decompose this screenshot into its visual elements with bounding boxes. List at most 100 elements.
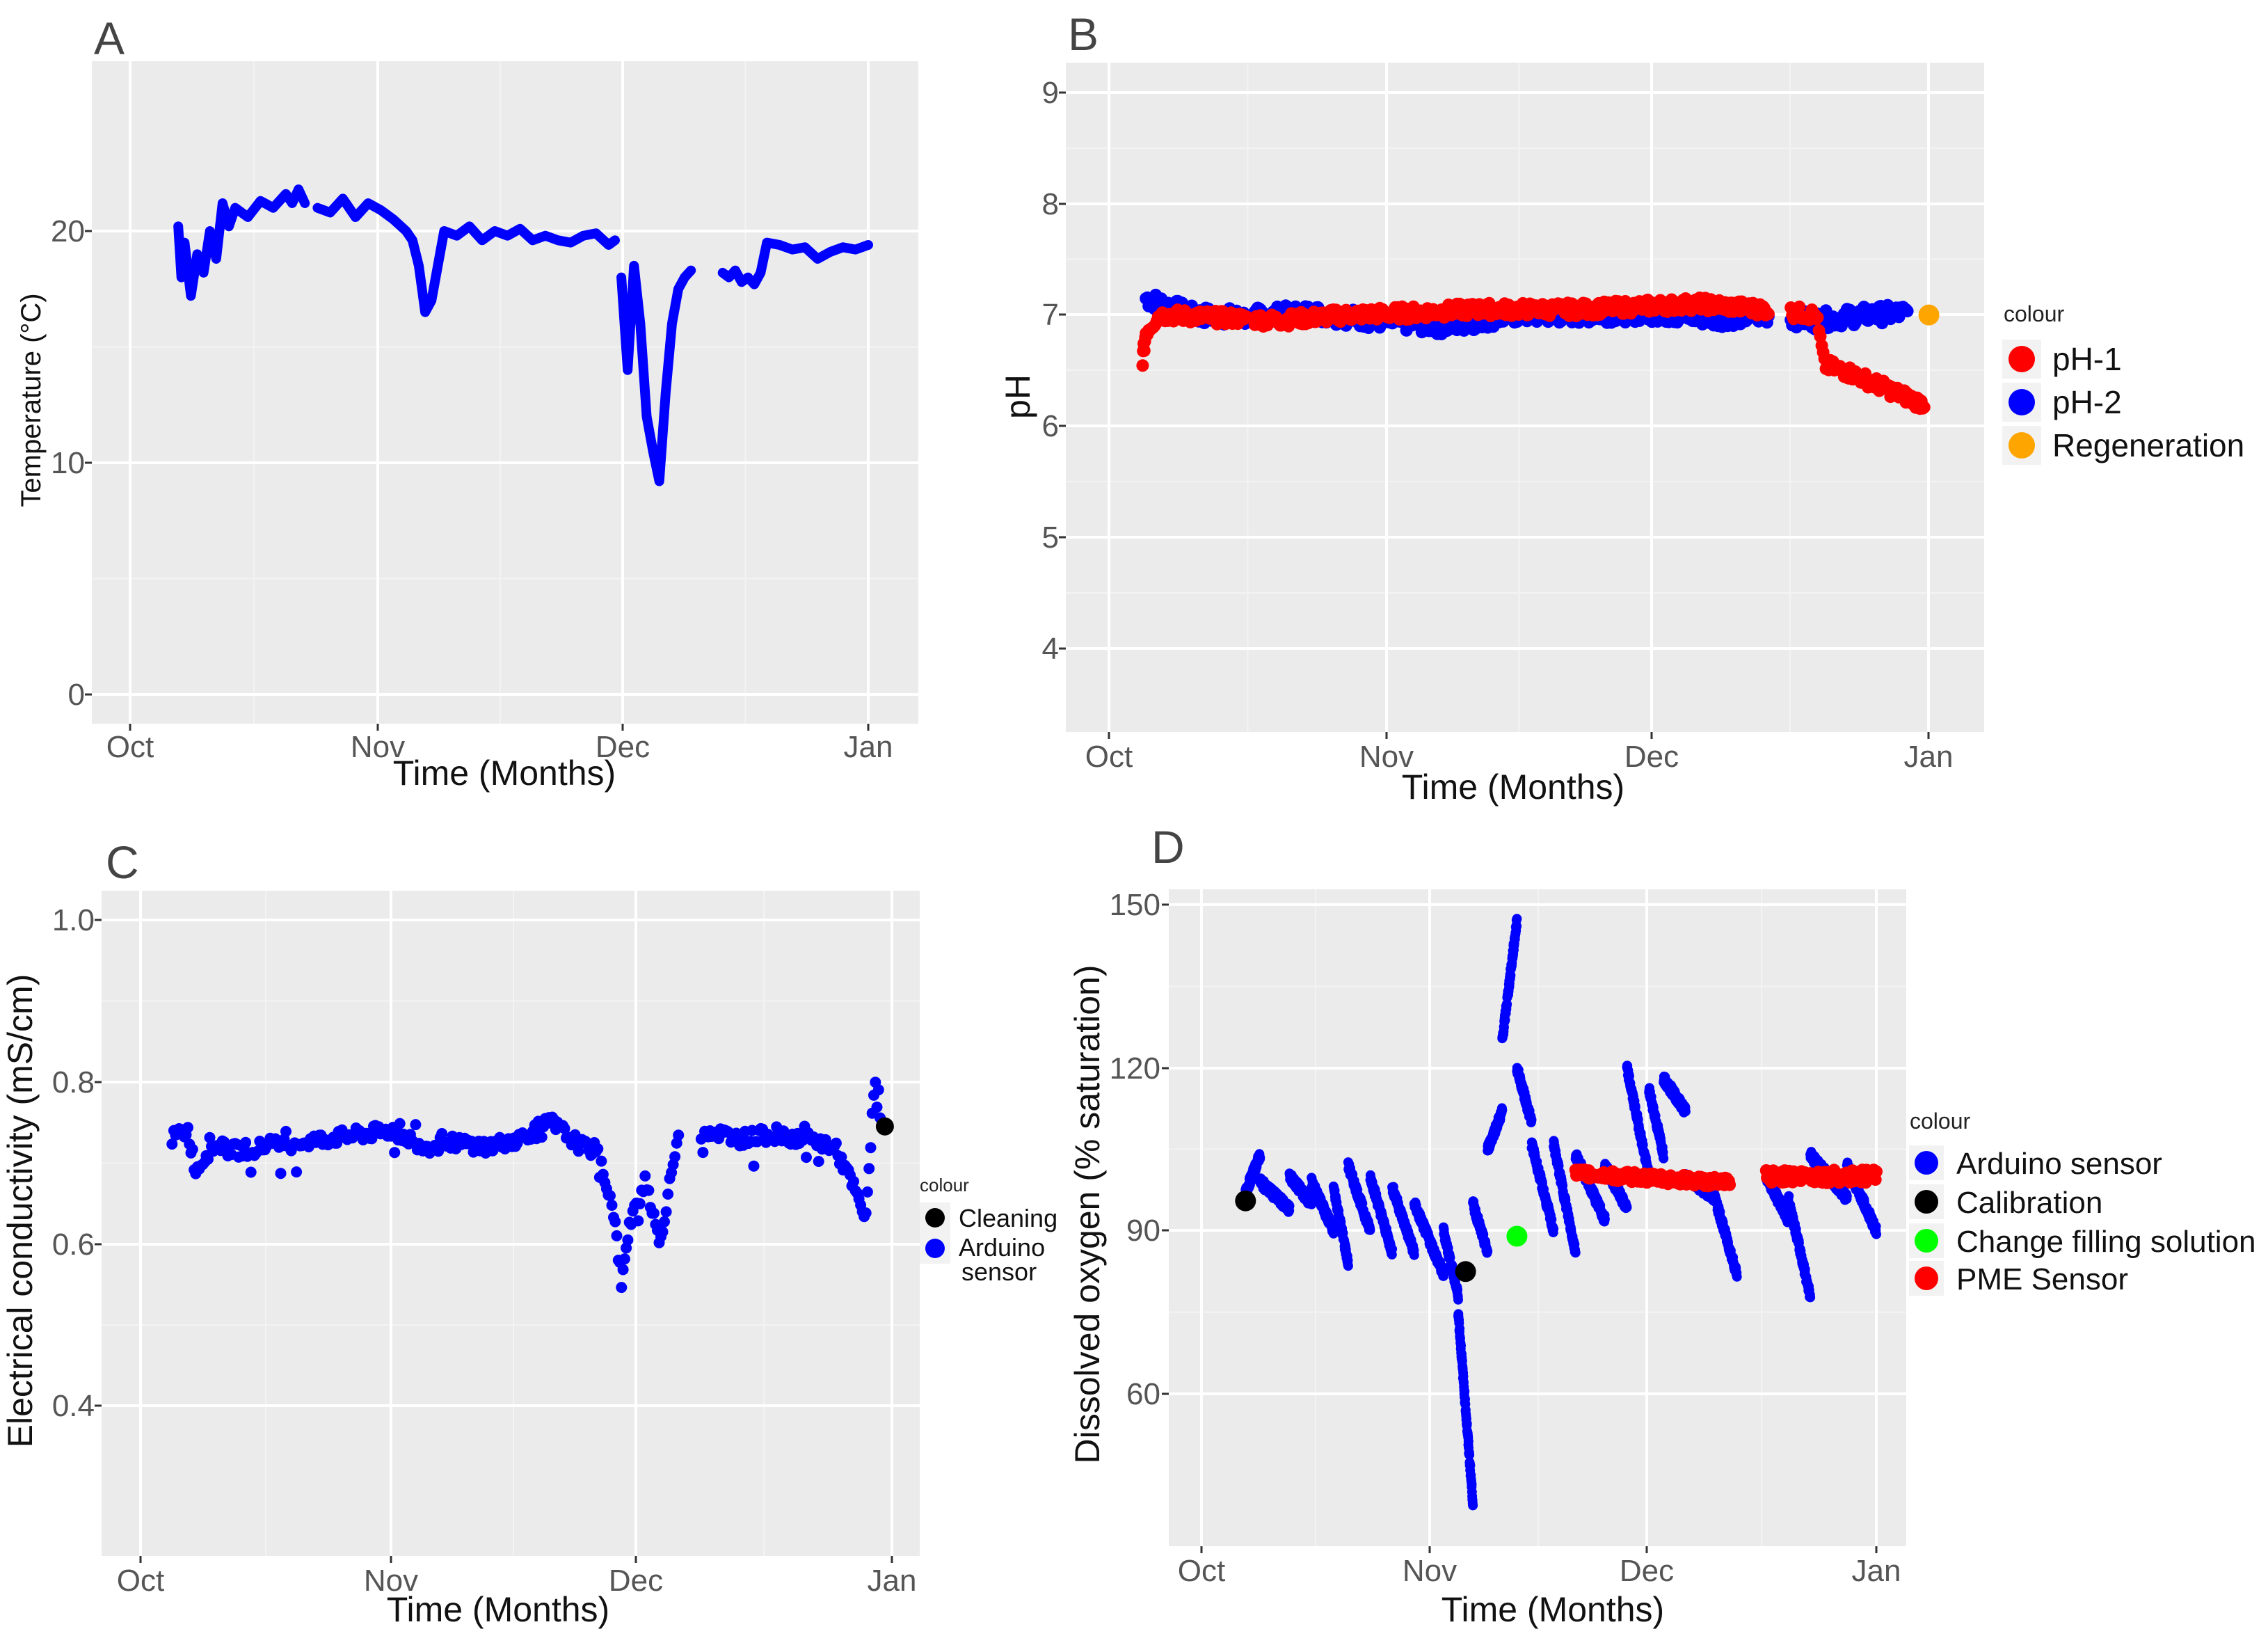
calibration-point <box>1455 1261 1476 1282</box>
panel-d-y-tick-label: 120 <box>1110 1051 1160 1086</box>
conductivity-point <box>863 1163 875 1175</box>
filling-solution-point <box>1506 1225 1528 1247</box>
conductivity-point <box>245 1166 257 1178</box>
panel-c-x-tick-label: Oct <box>117 1564 164 1598</box>
panel-c: C Oct Nov Dec Jan 0.4 0.6 0.8 1.0 Time (Months)… <box>1 836 1057 1629</box>
panel-d-x-tick-label: Jan <box>1852 1554 1901 1588</box>
oxygen-point-arduino <box>1455 1324 1465 1334</box>
panel-c-legend-title: colour <box>920 1175 969 1196</box>
conductivity-point <box>871 1102 883 1113</box>
oxygen-point-arduino <box>1599 1214 1610 1224</box>
panel-a-y-tick-label: 20 <box>51 214 85 248</box>
oxygen-point-arduino <box>1453 1294 1463 1305</box>
panel-c-legend: colour Cleaning Arduino sensor <box>920 1175 1057 1286</box>
conductivity-point <box>617 1264 629 1276</box>
panel-b-legend: colour pH-1 pH-2 Regeneration <box>2002 301 2244 465</box>
conductivity-point <box>673 1129 685 1141</box>
conductivity-point <box>622 1234 634 1246</box>
oxygen-point-arduino <box>1465 1460 1476 1470</box>
conductivity-point <box>204 1131 216 1143</box>
oxygen-point-arduino <box>1622 1202 1632 1213</box>
panel-a-letter: A <box>94 13 125 64</box>
panel-a-y-title: Temperature (°C) <box>16 293 47 507</box>
legend-key-cleaning <box>925 1208 945 1228</box>
conductivity-point <box>659 1216 670 1228</box>
legend-label-cleaning: Cleaning <box>959 1204 1057 1232</box>
panel-c-y-tick-label: 1.0 <box>52 903 95 937</box>
legend-key-ph1 <box>2009 346 2035 372</box>
conductivity-point <box>657 1226 669 1238</box>
conductivity-point <box>643 1184 655 1196</box>
conductivity-point <box>609 1216 621 1228</box>
oxygen-point-arduino <box>1387 1244 1398 1254</box>
oxygen-point-arduino <box>1512 914 1522 924</box>
conductivity-point <box>801 1152 812 1164</box>
legend-key-change-filling <box>1915 1229 1938 1253</box>
conductivity-point <box>848 1175 859 1187</box>
oxygen-point-arduino <box>1467 1479 1477 1489</box>
panel-b: B Oct Nov Dec Jan 4 5 6 7 8 9 Time (Months) pH co… <box>998 8 2244 807</box>
oxygen-point-arduino <box>1497 1105 1508 1115</box>
panel-a-ticks: Oct Nov Dec Jan 0 10 20 <box>51 214 893 764</box>
oxygen-point-arduino <box>1365 1225 1375 1235</box>
panel-c-x-title: Time (Months) <box>387 1590 609 1629</box>
panel-b-marks <box>1136 288 1940 415</box>
conductivity-point <box>536 1131 548 1143</box>
panel-b-y-tick-label: 5 <box>1042 521 1059 555</box>
conductivity-point <box>280 1125 292 1137</box>
panel-c-plot-bg <box>102 891 920 1556</box>
ph-point-ph-1 <box>1762 308 1775 321</box>
conductivity-point <box>697 1147 709 1159</box>
conductivity-point <box>240 1136 252 1148</box>
legend-label-ph2: pH-2 <box>2052 384 2122 420</box>
ph-point-ph-1 <box>1811 311 1824 324</box>
conductivity-point <box>861 1186 873 1198</box>
conductivity-point <box>202 1153 214 1165</box>
panel-c-y-tick-label: 0.4 <box>52 1389 95 1423</box>
ph-point-ph-2 <box>1901 305 1914 318</box>
conductivity-point <box>872 1084 884 1096</box>
conductivity-point <box>618 1253 630 1265</box>
conductivity-point <box>639 1170 651 1182</box>
conductivity-point <box>748 1160 760 1172</box>
panel-d-x-tick-label: Nov <box>1403 1554 1457 1588</box>
panel-c-x-tick-label: Dec <box>609 1564 663 1598</box>
oxygen-point-arduino <box>1570 1248 1581 1258</box>
conductivity-point <box>606 1200 618 1211</box>
panel-c-x-tick-label: Jan <box>868 1564 917 1598</box>
conductivity-point <box>830 1137 842 1149</box>
panel-d-ticks: Oct Nov Dec Jan 60 90 120 150 <box>1110 888 1901 1588</box>
legend-key-pme <box>1915 1266 1938 1290</box>
panel-a-y-tick-label: 10 <box>51 446 85 480</box>
conductivity-point <box>596 1155 607 1167</box>
ph-point-ph-1 <box>1240 310 1253 323</box>
conductivity-point <box>865 1142 877 1154</box>
panel-b-y-title: pH <box>998 374 1037 419</box>
conductivity-point <box>291 1166 303 1178</box>
oxygen-point-arduino <box>1526 1115 1537 1125</box>
panel-b-x-tick-label: Oct <box>1085 740 1133 774</box>
panel-c-y-title: Electrical conductivity (mS/cm) <box>1 974 40 1448</box>
panel-a-y-tick-label: 0 <box>68 678 85 712</box>
conductivity-point <box>389 1147 401 1159</box>
panel-b-y-tick-label: 4 <box>1042 632 1059 666</box>
conductivity-point <box>662 1189 674 1200</box>
conductivity-point <box>186 1143 198 1155</box>
panel-b-y-tick-label: 6 <box>1042 409 1059 443</box>
legend-label-arduino-sensor: Arduino sensor <box>1956 1147 2162 1181</box>
conductivity-point <box>632 1215 644 1227</box>
conductivity-point <box>275 1168 287 1180</box>
panel-a-x-tick-label: Nov <box>351 730 405 764</box>
conductivity-point <box>494 1131 506 1143</box>
oxygen-point-arduino <box>1409 1250 1419 1260</box>
oxygen-point-arduino <box>1307 1199 1317 1209</box>
panel-a-plot-bg <box>92 61 918 724</box>
panel-d: D Oct Nov Dec Jan 60 90 120 150 Time (Months) D… <box>1068 821 2256 1629</box>
oxygen-point-arduino <box>1468 1500 1478 1511</box>
oxygen-point-arduino <box>1732 1271 1742 1282</box>
oxygen-point-arduino <box>1438 1271 1448 1281</box>
ph-point-ph-1 <box>1917 401 1931 414</box>
oxygen-point-arduino <box>1805 1292 1816 1303</box>
panel-c-letter: C <box>106 836 139 888</box>
temperature-series-line <box>173 184 310 301</box>
